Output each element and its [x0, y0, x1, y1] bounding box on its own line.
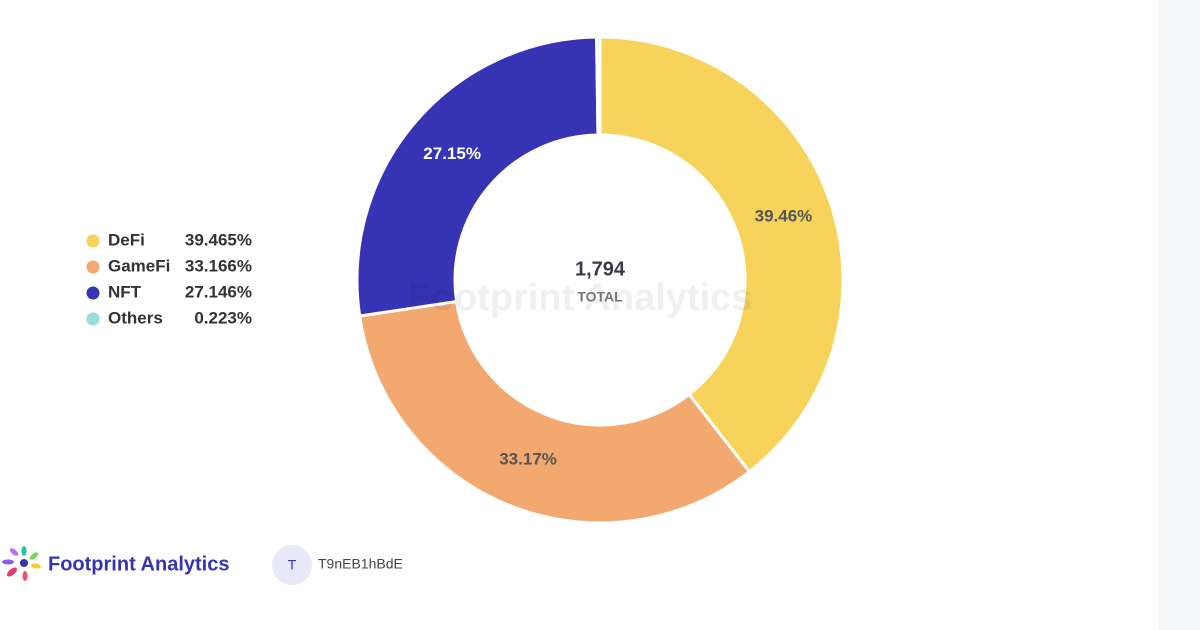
side-strip: [1158, 0, 1200, 630]
brand-name: Footprint Analytics: [48, 553, 229, 575]
slice-label: 27.15%: [423, 144, 481, 163]
legend: DeFi 39.465% GameFi 33.166% NFT 27.146% Others…: [86, 230, 252, 327]
slice: [355, 35, 600, 318]
slice: [595, 35, 602, 137]
legend-swatch: [86, 234, 100, 248]
legend-label: NFT: [108, 282, 142, 301]
legend-swatch: [86, 286, 100, 300]
legend-label: DeFi: [108, 230, 145, 249]
legend-swatch: [86, 312, 100, 326]
legend-swatch: [86, 260, 100, 274]
slice: [357, 299, 752, 525]
legend-value: 27.146%: [185, 282, 252, 301]
legend-label: Others: [108, 308, 163, 327]
slice-label: 33.17%: [499, 450, 557, 469]
user-name: T9nEB1hBdE: [318, 556, 403, 572]
avatar-initial: T: [288, 557, 297, 573]
avatar: [272, 545, 312, 585]
slice-label: 39.46%: [755, 206, 813, 225]
slice: [598, 35, 845, 474]
legend-value: 39.465%: [185, 230, 252, 249]
total-caption: TOTAL: [577, 289, 623, 305]
legend-value: 33.166%: [185, 256, 252, 275]
donut: 39.46% 33.17% 27.15%: [355, 35, 845, 525]
legend-value: 0.223%: [194, 308, 252, 327]
watermark: Footprint Analytics: [408, 277, 753, 319]
total-value: 1,794: [575, 258, 626, 280]
legend-label: GameFi: [108, 256, 170, 275]
brand-logo: [2, 546, 41, 581]
